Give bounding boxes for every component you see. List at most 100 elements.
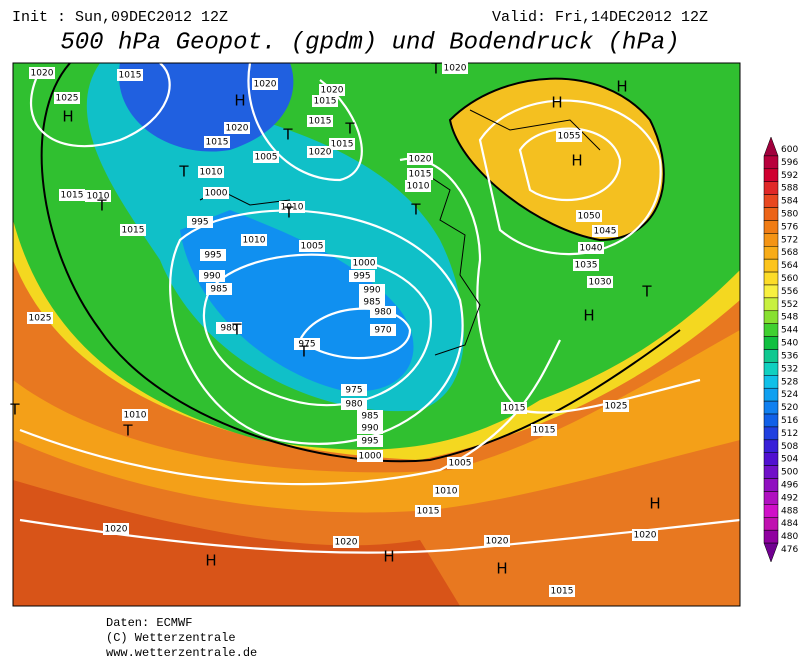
label-bg	[253, 151, 279, 163]
colorbar-swatch	[763, 400, 779, 415]
label-bg	[433, 485, 459, 497]
label-bg	[198, 166, 224, 178]
isobar-label: 1020	[321, 86, 344, 96]
field-blue	[180, 210, 414, 392]
pressure-center: T	[282, 126, 293, 144]
pressure-center: H	[583, 307, 594, 325]
label-bg	[632, 529, 658, 541]
label-bg	[370, 324, 396, 336]
isobar	[202, 253, 432, 407]
isobar-label: 1015	[409, 170, 432, 180]
field-red	[13, 480, 460, 606]
colorbar-label: 520	[781, 403, 798, 413]
isobar-label: 1000	[205, 189, 228, 199]
label-bg	[199, 270, 225, 282]
isobar-label: 995	[353, 272, 370, 282]
colorbar-swatch	[763, 207, 779, 221]
valid-time: Valid: Fri,14DEC2012 12Z	[492, 9, 708, 26]
label-bg	[200, 249, 226, 261]
colorbar-label: 600	[781, 145, 798, 155]
label-bg	[29, 67, 55, 79]
pressure-center: H	[551, 94, 562, 112]
label-bg	[54, 92, 80, 104]
isobar-label: 1020	[444, 64, 467, 74]
isobar-label: 1020	[335, 538, 358, 548]
colorbar-label: 532	[781, 364, 798, 374]
pressure-center: H	[383, 548, 394, 566]
colorbar-swatch	[763, 246, 779, 260]
pressure-center: T	[96, 197, 107, 215]
map-frame	[12, 62, 741, 607]
isobar-label: 1020	[409, 155, 432, 165]
label-bg	[359, 284, 385, 296]
isobar-label: 1040	[580, 244, 603, 254]
isobar-label: 1005	[449, 459, 472, 469]
pressure-center: H	[205, 552, 216, 570]
label-bg	[85, 190, 111, 202]
pressure-center: H	[234, 92, 245, 110]
contour-552	[40, 63, 681, 463]
label-bg	[206, 283, 232, 295]
label-bg	[357, 422, 383, 434]
field-orange-light	[13, 330, 740, 513]
colorbar-label: 492	[781, 493, 798, 503]
label-bg	[405, 180, 431, 192]
label-bg	[531, 424, 557, 436]
pressure-center: T	[641, 283, 652, 301]
isobar	[169, 209, 464, 445]
isobar-label: 980	[220, 324, 237, 334]
isobar-label: 1010	[200, 168, 223, 178]
isobar-label: 1000	[353, 259, 376, 269]
colorbar-swatch	[763, 220, 779, 234]
colorbar-label: 556	[781, 287, 798, 297]
isobar	[518, 127, 622, 202]
colorbar-label: 484	[781, 519, 798, 529]
isobar	[478, 99, 662, 256]
isobar-label: 990	[203, 272, 220, 282]
isobar-label: 970	[374, 326, 391, 336]
colorbar-swatch	[763, 517, 779, 531]
isobar-label: 1015	[309, 117, 332, 127]
pressure-center: T	[178, 163, 189, 181]
pressure-center: T	[9, 401, 20, 419]
colorbar-swatch	[763, 181, 779, 195]
isobar-label: 1025	[605, 402, 628, 412]
isobar-label: 1015	[331, 140, 354, 150]
isobar-label: 975	[345, 386, 362, 396]
pressure-center: H	[571, 152, 582, 170]
colorbar-label: 564	[781, 261, 798, 271]
label-bg	[333, 536, 359, 548]
isobar-label: 1020	[105, 525, 128, 535]
isobar-label: 980	[345, 400, 362, 410]
pressure-center: T	[122, 422, 133, 440]
colorbar-swatch	[763, 349, 779, 363]
colorbar-label: 592	[781, 171, 798, 181]
isobar-label: 1005	[255, 153, 278, 163]
label-bg	[329, 138, 355, 150]
colorbar-swatch	[763, 452, 779, 466]
label-bg	[279, 201, 305, 213]
label-bg	[312, 95, 338, 107]
colorbar-label: 476	[781, 545, 798, 555]
isobar-label: 1030	[589, 278, 612, 288]
colorbar-label: 512	[781, 429, 798, 439]
colorbar-label: 552	[781, 300, 798, 310]
isobar-label: 1020	[226, 124, 249, 134]
label-bg	[592, 225, 618, 237]
colorbar-swatch	[763, 491, 779, 505]
colorbar-swatch	[763, 168, 779, 182]
label-bg	[252, 78, 278, 90]
isobar-label: 1010	[124, 411, 147, 421]
init-time: Init : Sun,09DEC2012 12Z	[12, 9, 228, 26]
colorbar-swatch	[763, 336, 779, 350]
label-bg	[501, 402, 527, 414]
isobar-label: 995	[204, 251, 221, 261]
colorbar-label: 588	[781, 184, 798, 194]
isobar-label: 1010	[407, 182, 430, 192]
footer-copyright: (C) Wetterzentrale	[106, 631, 236, 645]
isobar	[399, 157, 701, 414]
label-bg	[407, 153, 433, 165]
isobar-label: 1015	[314, 97, 337, 107]
colorbar-label: 480	[781, 532, 798, 542]
